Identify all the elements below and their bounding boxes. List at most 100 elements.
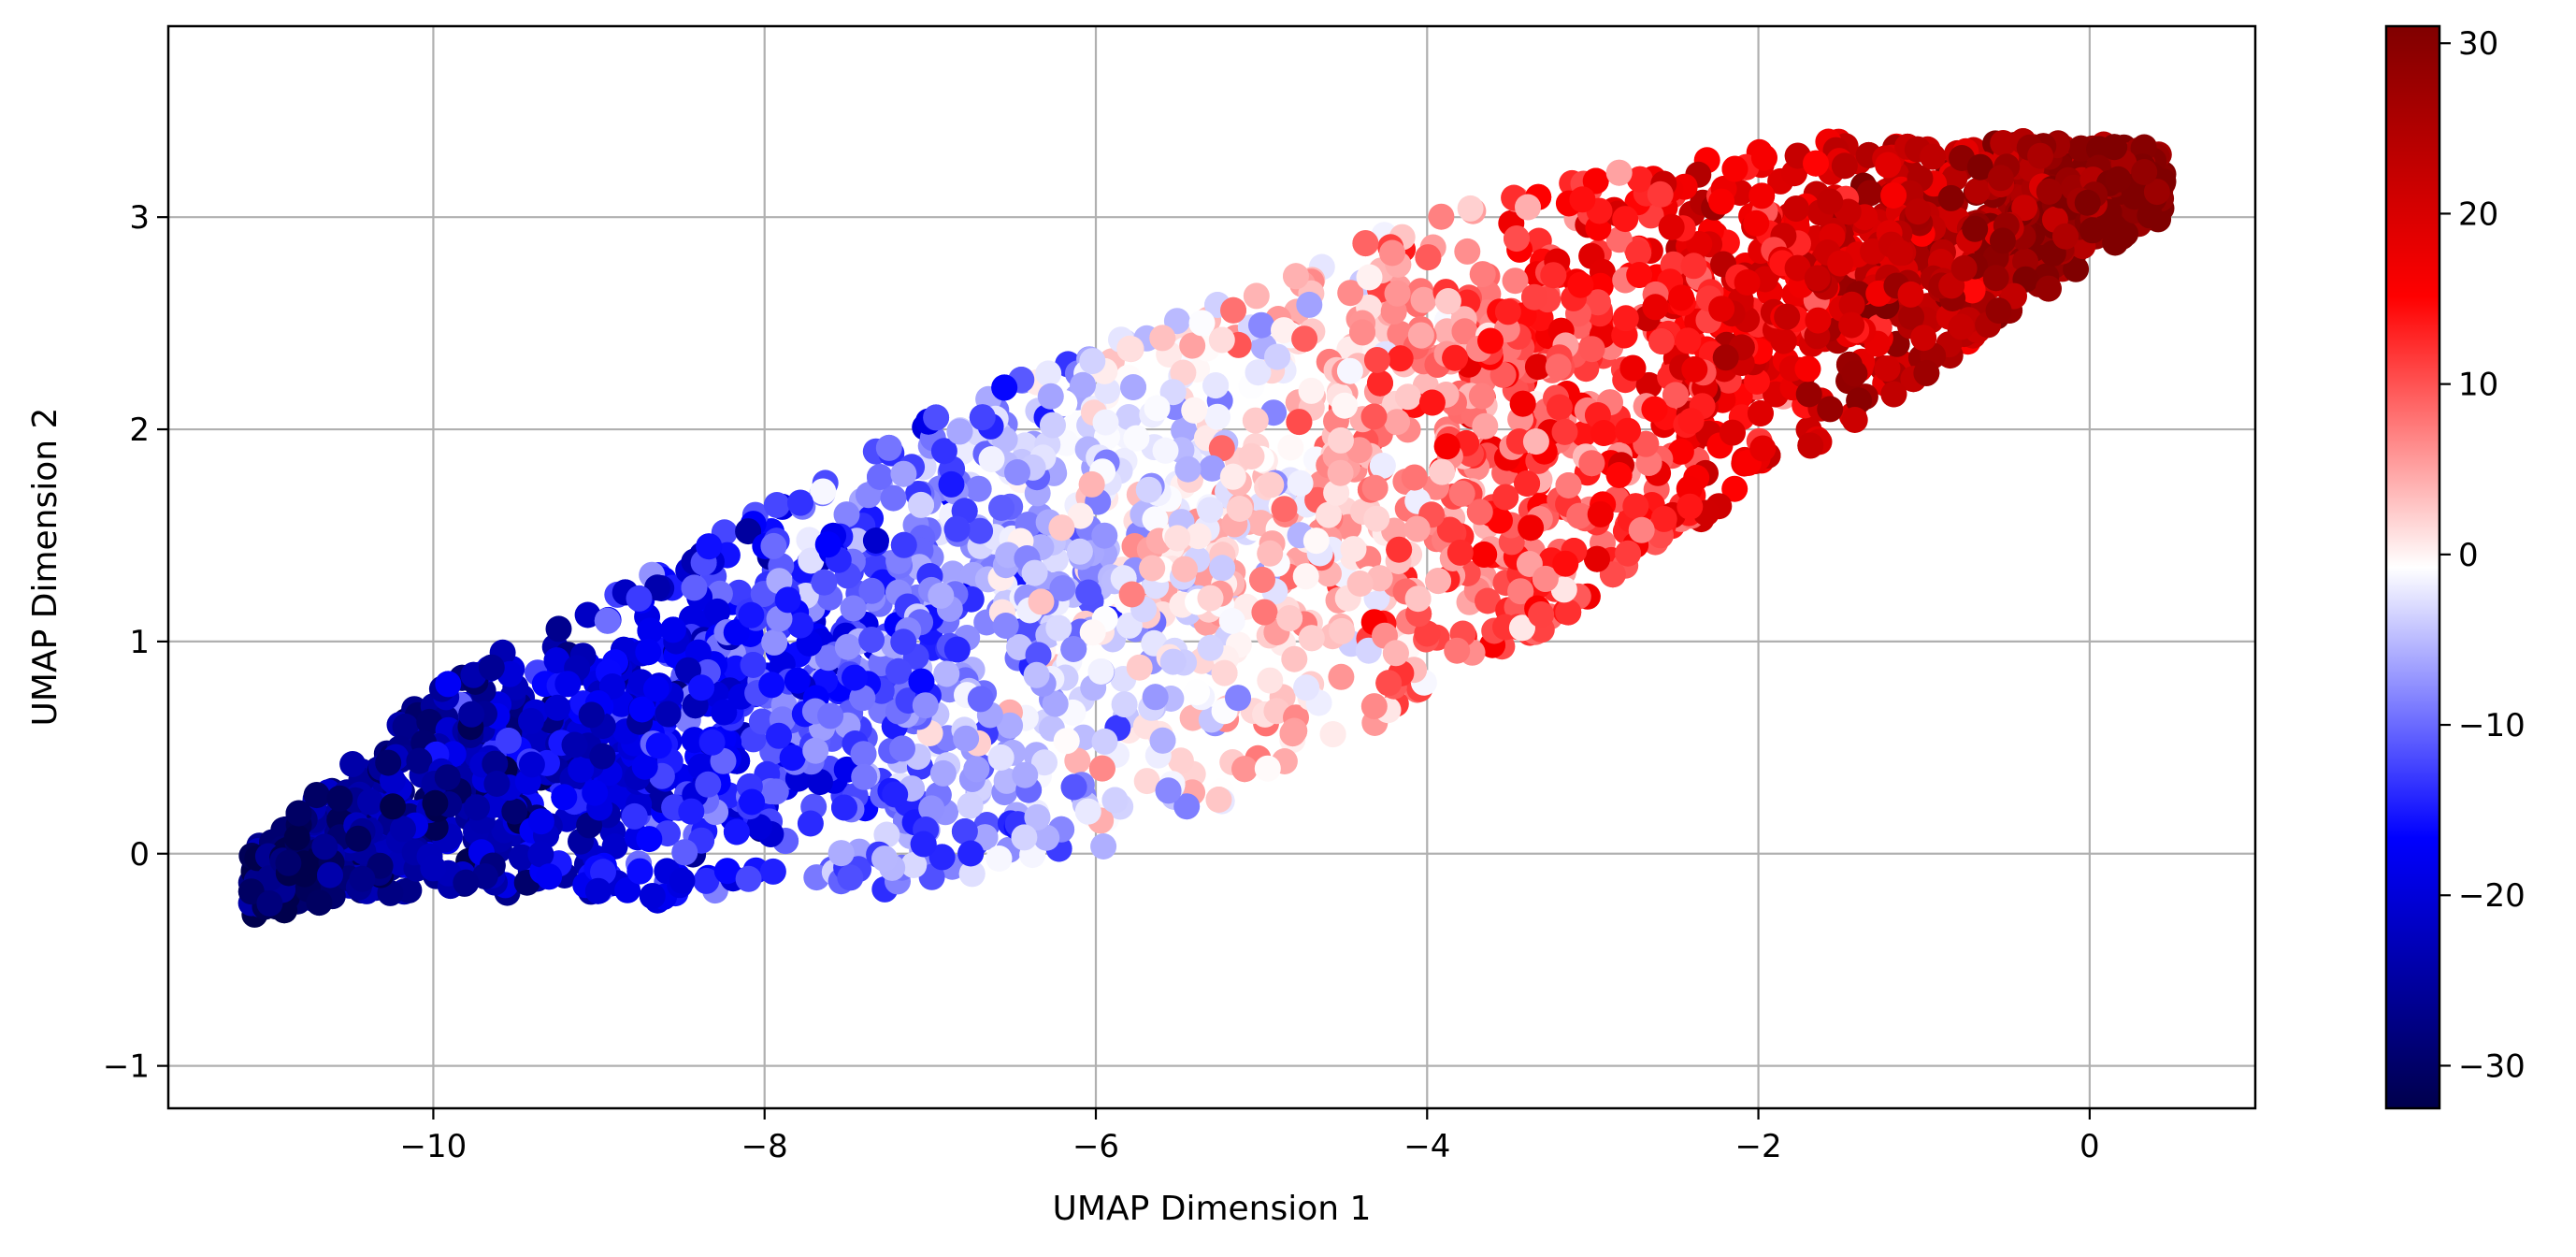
data-point: [1296, 291, 1323, 318]
data-point: [1403, 515, 1431, 542]
data-point: [875, 434, 902, 461]
data-point: [1642, 294, 1669, 321]
data-point: [1208, 435, 1235, 462]
data-point: [957, 840, 985, 867]
data-point: [840, 595, 867, 622]
data-point: [1626, 166, 1653, 193]
data-point: [1584, 545, 1610, 572]
data-point: [834, 633, 861, 660]
data-point: [626, 585, 653, 612]
data-point: [1115, 404, 1143, 430]
data-point: [1433, 433, 1461, 460]
data-point: [858, 627, 885, 654]
data-point: [890, 628, 917, 656]
data-point: [1719, 419, 1746, 446]
data-point: [495, 728, 522, 754]
data-point: [1507, 578, 1534, 605]
scatter-points: [237, 128, 2177, 928]
data-point: [1546, 394, 1573, 421]
data-point: [1271, 496, 1298, 523]
data-point: [1614, 417, 1641, 444]
data-point: [1281, 645, 1308, 672]
data-point: [1387, 345, 1414, 372]
data-point: [908, 491, 934, 518]
data-point: [637, 617, 664, 644]
data-point: [2063, 255, 2090, 282]
data-point: [1532, 565, 1559, 592]
data-point: [1566, 502, 1593, 529]
data-point: [1149, 727, 1176, 754]
data-point: [1472, 412, 1499, 440]
data-point: [1225, 685, 1251, 712]
data-point: [1626, 262, 1653, 288]
data-point: [1514, 470, 1541, 497]
data-point: [543, 647, 570, 674]
data-point: [1454, 238, 1481, 265]
data-point: [1254, 755, 1281, 782]
data-point: [735, 518, 762, 545]
data-point: [858, 577, 885, 604]
data-point: [601, 833, 628, 860]
data-point: [1209, 555, 1236, 582]
data-point: [1446, 539, 1474, 566]
data-point: [1092, 409, 1119, 436]
data-point: [1442, 344, 1469, 371]
data-point: [1913, 359, 1940, 386]
data-point: [758, 672, 785, 699]
data-point: [1329, 617, 1356, 644]
data-point: [1340, 536, 1367, 563]
colorbar-tick-label: 0: [2458, 537, 2479, 574]
data-point: [1502, 267, 1529, 295]
data-point: [1721, 155, 1749, 182]
data-point: [1101, 787, 1129, 814]
data-point: [889, 735, 915, 762]
data-point: [1749, 182, 1776, 210]
data-point: [1053, 728, 1080, 755]
data-point: [1712, 344, 1739, 371]
data-point: [1675, 327, 1702, 354]
data-point: [969, 404, 996, 431]
data-point: [1152, 437, 1179, 464]
data-point: [1989, 227, 2016, 254]
data-point: [1205, 787, 1232, 813]
colorbar-tick-label: −20: [2458, 877, 2526, 915]
colorbar-frame: [2384, 24, 2441, 1110]
data-point: [1202, 372, 1230, 399]
data-point: [698, 729, 726, 756]
data-point: [1887, 239, 1914, 267]
data-point: [1091, 522, 1118, 549]
data-point: [711, 699, 738, 726]
data-point: [1966, 153, 1993, 181]
data-point: [1783, 195, 1809, 223]
data-point: [1361, 474, 1389, 501]
data-point: [1384, 409, 1411, 436]
data-point: [1990, 130, 2017, 157]
data-point: [544, 694, 571, 721]
data-point: [1258, 471, 1285, 498]
data-point: [1155, 777, 1182, 804]
data-point: [1159, 648, 1187, 675]
data-point: [574, 601, 601, 628]
data-point: [1797, 432, 1824, 459]
colorbar: −30 −20 −10 0 10 20 30: [2384, 24, 2526, 1110]
data-point: [1286, 409, 1313, 436]
data-point: [589, 743, 616, 770]
data-point: [1590, 420, 1618, 446]
data-point: [406, 747, 433, 774]
data-point: [965, 475, 992, 502]
data-point: [1803, 150, 1829, 177]
data-point: [787, 612, 814, 639]
data-point: [2011, 195, 2038, 222]
data-point: [1199, 455, 1226, 482]
data-point: [1508, 614, 1535, 642]
data-point: [1042, 690, 1069, 717]
data-point: [912, 692, 939, 719]
data-point: [1429, 458, 1456, 485]
data-point: [453, 869, 480, 896]
data-point: [797, 810, 824, 837]
data-point: [655, 701, 682, 728]
data-point: [831, 794, 857, 821]
data-point: [723, 619, 750, 646]
data-point: [867, 464, 893, 490]
data-point: [1540, 262, 1567, 289]
